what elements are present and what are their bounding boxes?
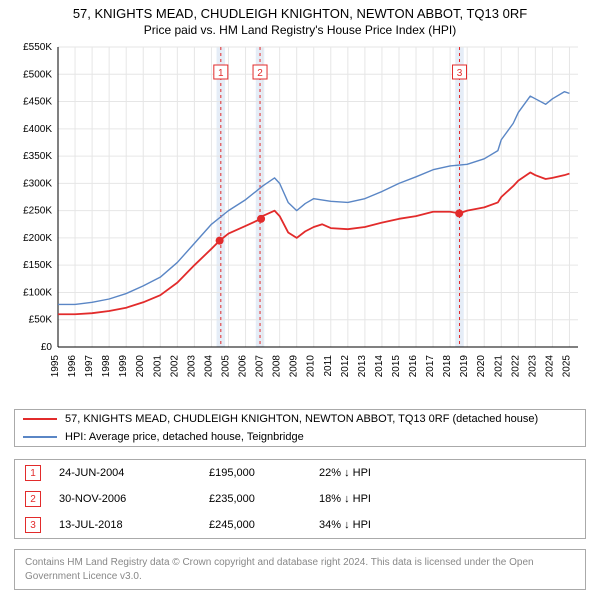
svg-text:£550K: £550K xyxy=(23,42,52,53)
svg-text:1995: 1995 xyxy=(50,355,61,378)
svg-text:2002: 2002 xyxy=(169,355,180,378)
svg-text:2006: 2006 xyxy=(238,355,249,378)
svg-text:2012: 2012 xyxy=(340,355,351,378)
svg-text:2023: 2023 xyxy=(527,355,538,378)
svg-text:1998: 1998 xyxy=(101,355,112,378)
legend-swatch xyxy=(23,436,57,438)
svg-text:£500K: £500K xyxy=(23,69,52,80)
svg-text:2018: 2018 xyxy=(442,355,453,378)
svg-text:£150K: £150K xyxy=(23,260,52,271)
chart-title-line2: Price paid vs. HM Land Registry's House … xyxy=(10,23,590,37)
svg-text:2: 2 xyxy=(257,68,263,79)
svg-text:2011: 2011 xyxy=(323,355,334,377)
svg-text:1999: 1999 xyxy=(118,355,129,378)
svg-text:£350K: £350K xyxy=(23,151,52,162)
svg-text:2021: 2021 xyxy=(493,355,504,378)
legend: 57, KNIGHTS MEAD, CHUDLEIGH KNIGHTON, NE… xyxy=(14,409,586,447)
svg-text:1997: 1997 xyxy=(84,355,95,378)
svg-text:3: 3 xyxy=(457,68,463,79)
chart-svg: 1 2 3 £0 £50K £100K £150K £200K £250K £300K £350K £… xyxy=(0,39,600,399)
marker-row: 3 13-JUL-2018£245,00034% ↓ HPI xyxy=(15,512,585,538)
svg-text:2008: 2008 xyxy=(272,355,283,378)
svg-text:£50K: £50K xyxy=(29,315,53,326)
svg-text:1: 1 xyxy=(218,68,224,79)
marker-price: £195,000 xyxy=(209,467,319,479)
attribution-footer: Contains HM Land Registry data © Crown c… xyxy=(14,549,586,590)
marker-delta: 34% ↓ HPI xyxy=(319,519,371,531)
marker-badge: 1 xyxy=(25,465,41,481)
svg-text:2015: 2015 xyxy=(391,355,402,378)
svg-text:2003: 2003 xyxy=(186,355,197,378)
marker-delta: 22% ↓ HPI xyxy=(319,467,371,479)
svg-text:2001: 2001 xyxy=(152,355,163,378)
marker-date: 24-JUN-2004 xyxy=(59,467,209,479)
marker-badge: 2 xyxy=(25,491,41,507)
svg-text:2022: 2022 xyxy=(510,355,521,378)
legend-label: 57, KNIGHTS MEAD, CHUDLEIGH KNIGHTON, NE… xyxy=(65,413,538,425)
svg-text:2017: 2017 xyxy=(425,355,436,378)
marker-delta: 18% ↓ HPI xyxy=(319,493,371,505)
svg-text:2009: 2009 xyxy=(289,355,300,378)
svg-text:1996: 1996 xyxy=(67,355,78,378)
marker-date: 30-NOV-2006 xyxy=(59,493,209,505)
svg-text:2014: 2014 xyxy=(374,355,385,378)
svg-text:2016: 2016 xyxy=(408,355,419,378)
legend-row: HPI: Average price, detached house, Teig… xyxy=(15,428,585,446)
legend-label: HPI: Average price, detached house, Teig… xyxy=(65,431,304,443)
chart-title-line1: 57, KNIGHTS MEAD, CHUDLEIGH KNIGHTON, NE… xyxy=(10,6,590,21)
svg-text:2005: 2005 xyxy=(220,355,231,378)
svg-text:2019: 2019 xyxy=(459,355,470,378)
marker-table: 1 24-JUN-2004£195,00022% ↓ HPI 2 30-NOV-200… xyxy=(14,459,586,539)
svg-text:2007: 2007 xyxy=(255,355,266,378)
svg-text:£250K: £250K xyxy=(23,206,52,217)
svg-text:2025: 2025 xyxy=(561,355,572,378)
svg-text:£400K: £400K xyxy=(23,124,52,135)
svg-text:2020: 2020 xyxy=(476,355,487,378)
marker-price: £245,000 xyxy=(209,519,319,531)
legend-row: 57, KNIGHTS MEAD, CHUDLEIGH KNIGHTON, NE… xyxy=(15,410,585,428)
svg-text:2013: 2013 xyxy=(357,355,368,378)
marker-price: £235,000 xyxy=(209,493,319,505)
svg-text:£450K: £450K xyxy=(23,97,52,108)
marker-date: 13-JUL-2018 xyxy=(59,519,209,531)
legend-swatch xyxy=(23,418,57,420)
svg-text:2010: 2010 xyxy=(306,355,317,378)
svg-text:2004: 2004 xyxy=(203,355,214,378)
svg-text:£300K: £300K xyxy=(23,178,52,189)
chart: 1 2 3 £0 £50K £100K £150K £200K £250K £300K £350K £… xyxy=(0,39,600,399)
svg-text:2000: 2000 xyxy=(135,355,146,378)
svg-text:£0: £0 xyxy=(41,342,53,353)
marker-row: 1 24-JUN-2004£195,00022% ↓ HPI xyxy=(15,460,585,486)
marker-row: 2 30-NOV-2006£235,00018% ↓ HPI xyxy=(15,486,585,512)
marker-badge: 3 xyxy=(25,517,41,533)
svg-text:£200K: £200K xyxy=(23,233,52,244)
svg-text:2024: 2024 xyxy=(544,355,555,378)
svg-text:£100K: £100K xyxy=(23,287,52,298)
